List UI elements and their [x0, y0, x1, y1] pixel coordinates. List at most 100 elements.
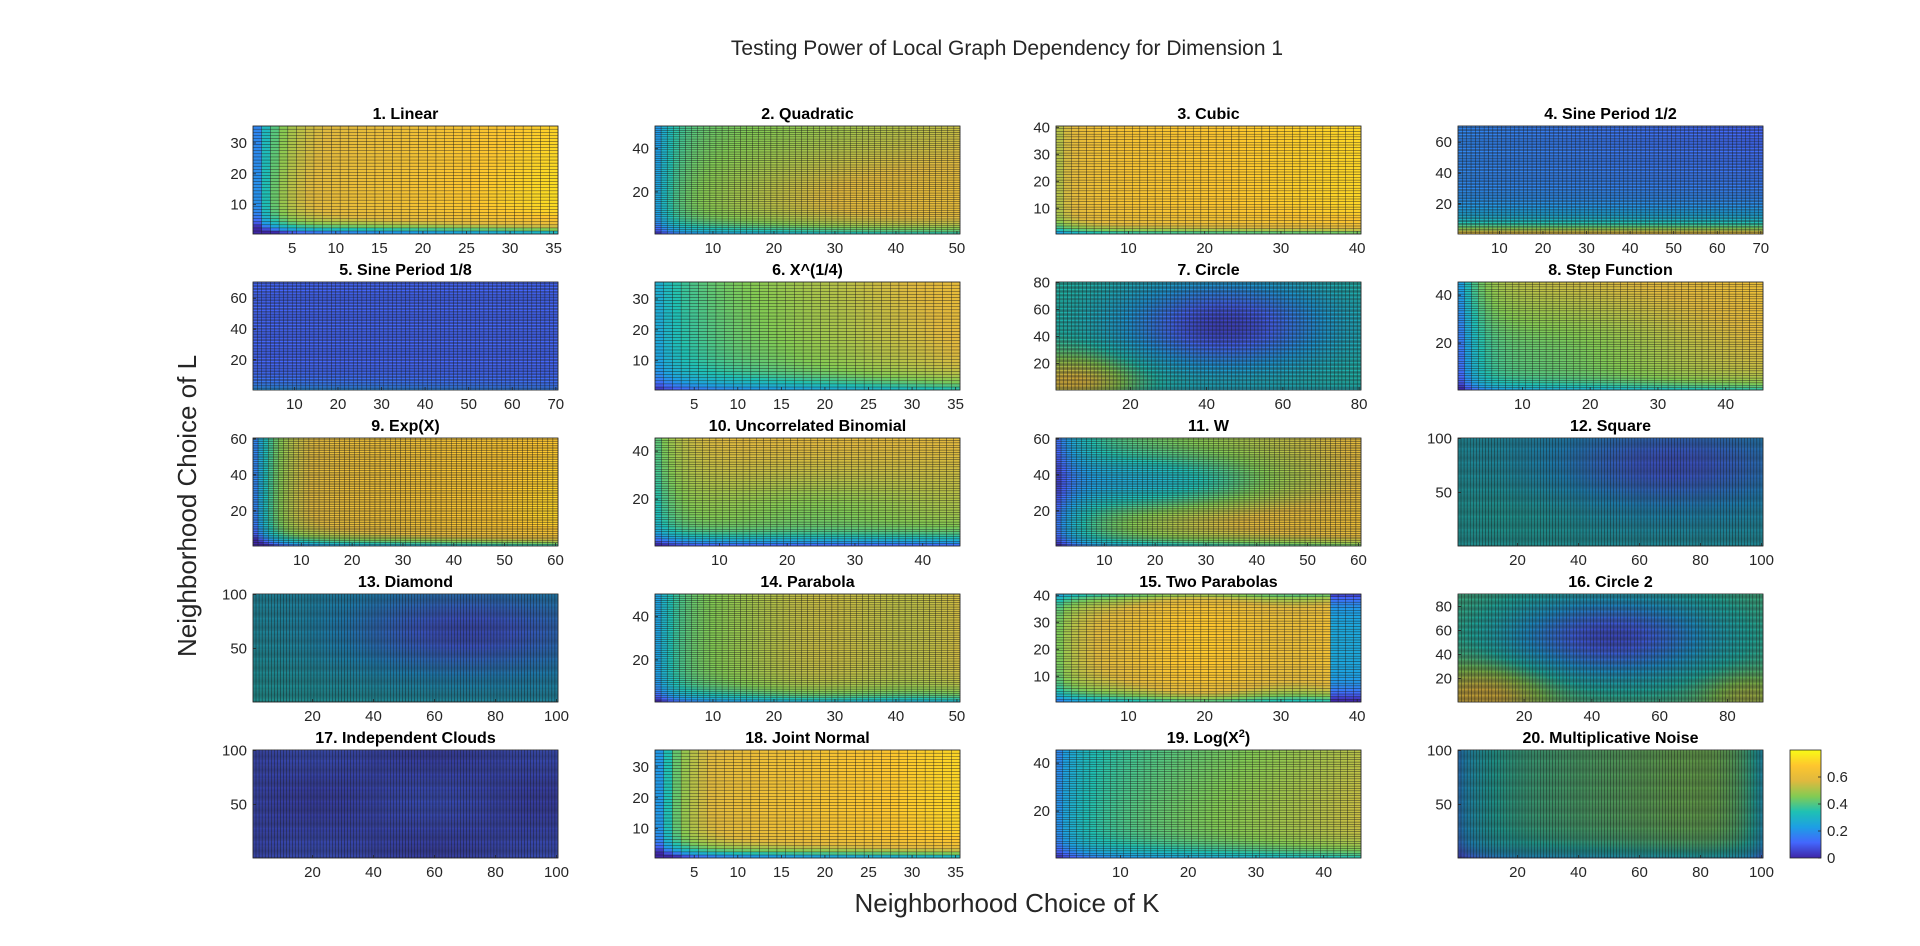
heatmap-cell	[523, 126, 532, 129]
heatmap-cell	[419, 222, 428, 225]
heatmap-cell	[384, 172, 393, 175]
heatmap-cell	[462, 182, 471, 185]
heatmap-cell	[392, 212, 401, 215]
heatmap-cell	[514, 228, 523, 231]
heatmap-cell	[462, 138, 471, 141]
heatmap-cell	[427, 169, 436, 172]
heatmap-cell	[262, 188, 271, 191]
heatmap-cell	[340, 166, 349, 169]
heatmap-cell	[375, 215, 384, 218]
heatmap-cell	[445, 209, 454, 212]
heatmap-cell	[523, 225, 532, 228]
heatmap-cell	[305, 138, 314, 141]
y-axis-label: Neighborhood Choice of L	[172, 355, 202, 657]
heatmap-cell	[497, 219, 506, 222]
heatmap-cell	[305, 228, 314, 231]
heatmap-cell	[340, 126, 349, 129]
heatmap-cell	[480, 163, 489, 166]
heatmap-cell	[331, 194, 340, 197]
heatmap-cell	[262, 228, 271, 231]
heatmap-cell	[375, 200, 384, 203]
heatmap-cell	[358, 160, 367, 163]
heatmap-cell	[427, 212, 436, 215]
heatmap-cell	[532, 141, 541, 144]
heatmap-cell	[523, 163, 532, 166]
heatmap-cell	[349, 132, 358, 135]
heatmap-cell	[419, 228, 428, 231]
heatmap-cell	[349, 228, 358, 231]
heatmap-cell	[349, 169, 358, 172]
heatmap-cell	[384, 222, 393, 225]
heatmap-cell	[349, 185, 358, 188]
heatmap-cell	[514, 141, 523, 144]
heatmap-cell	[270, 206, 279, 209]
heatmap-cell	[297, 157, 306, 160]
heatmap-cell	[410, 197, 419, 200]
heatmap-cell	[340, 178, 349, 181]
heatmap-cell	[419, 185, 428, 188]
heatmap-cell	[427, 178, 436, 181]
heatmap-cell	[497, 172, 506, 175]
heatmap-cell	[384, 148, 393, 151]
heatmap-cell	[279, 228, 288, 231]
heatmap-cell	[549, 178, 558, 181]
heatmap-cell	[358, 206, 367, 209]
heatmap-cell	[453, 129, 462, 132]
heatmap-cell	[436, 148, 445, 151]
heatmap-cell	[471, 209, 480, 212]
heatmap-cell	[506, 160, 515, 163]
heatmap-cell	[419, 194, 428, 197]
heatmap-cell	[331, 219, 340, 222]
heatmap-cell	[506, 175, 515, 178]
heatmap-cell	[480, 151, 489, 154]
heatmap-cell	[314, 231, 323, 234]
heatmap-cell	[288, 129, 297, 132]
heatmap-cell	[401, 135, 410, 138]
heatmap-cell	[401, 148, 410, 151]
heatmap-cell	[532, 185, 541, 188]
heatmap-cell	[323, 188, 332, 191]
heatmap-cell	[323, 191, 332, 194]
heatmap-cell	[288, 212, 297, 215]
heatmap-cell	[253, 222, 262, 225]
heatmap-cell	[514, 203, 523, 206]
heatmap-cell	[462, 215, 471, 218]
heatmap-cell	[349, 212, 358, 215]
heatmap-cell	[297, 200, 306, 203]
heatmap-cell	[314, 203, 323, 206]
heatmap-cell	[288, 141, 297, 144]
heatmap-cell	[401, 132, 410, 135]
heatmap-cell	[253, 148, 262, 151]
heatmap-cell	[384, 169, 393, 172]
panel-1: 1. Linear5 10 15 20 25 30 35102030	[230, 106, 562, 257]
heatmap-cell	[462, 175, 471, 178]
heatmap-cell	[314, 225, 323, 228]
heatmap-cell	[480, 172, 489, 175]
heatmap-cell	[401, 185, 410, 188]
heatmap-cell	[549, 157, 558, 160]
heatmap-cell	[366, 185, 375, 188]
heatmap-cell	[349, 141, 358, 144]
heatmap-cell	[471, 231, 480, 234]
heatmap-cell	[358, 185, 367, 188]
heatmap-cell	[523, 215, 532, 218]
heatmap-cell	[358, 191, 367, 194]
heatmap-cell	[279, 200, 288, 203]
heatmap-cell	[314, 228, 323, 231]
heatmap-cell	[419, 157, 428, 160]
heatmap-cell	[462, 222, 471, 225]
heatmap-cell	[401, 178, 410, 181]
heatmap-cell	[270, 200, 279, 203]
heatmap-cell	[349, 129, 358, 132]
heatmap-cell	[427, 154, 436, 157]
heatmap-cell	[401, 219, 410, 222]
heatmap-cell	[419, 132, 428, 135]
heatmap-cell	[514, 225, 523, 228]
heatmap-cell	[279, 129, 288, 132]
heatmap-cell	[410, 166, 419, 169]
heatmap-cell	[419, 129, 428, 132]
heatmap-cell	[471, 188, 480, 191]
heatmap-cell	[427, 129, 436, 132]
heatmap-cell	[305, 178, 314, 181]
heatmap-cell	[366, 194, 375, 197]
